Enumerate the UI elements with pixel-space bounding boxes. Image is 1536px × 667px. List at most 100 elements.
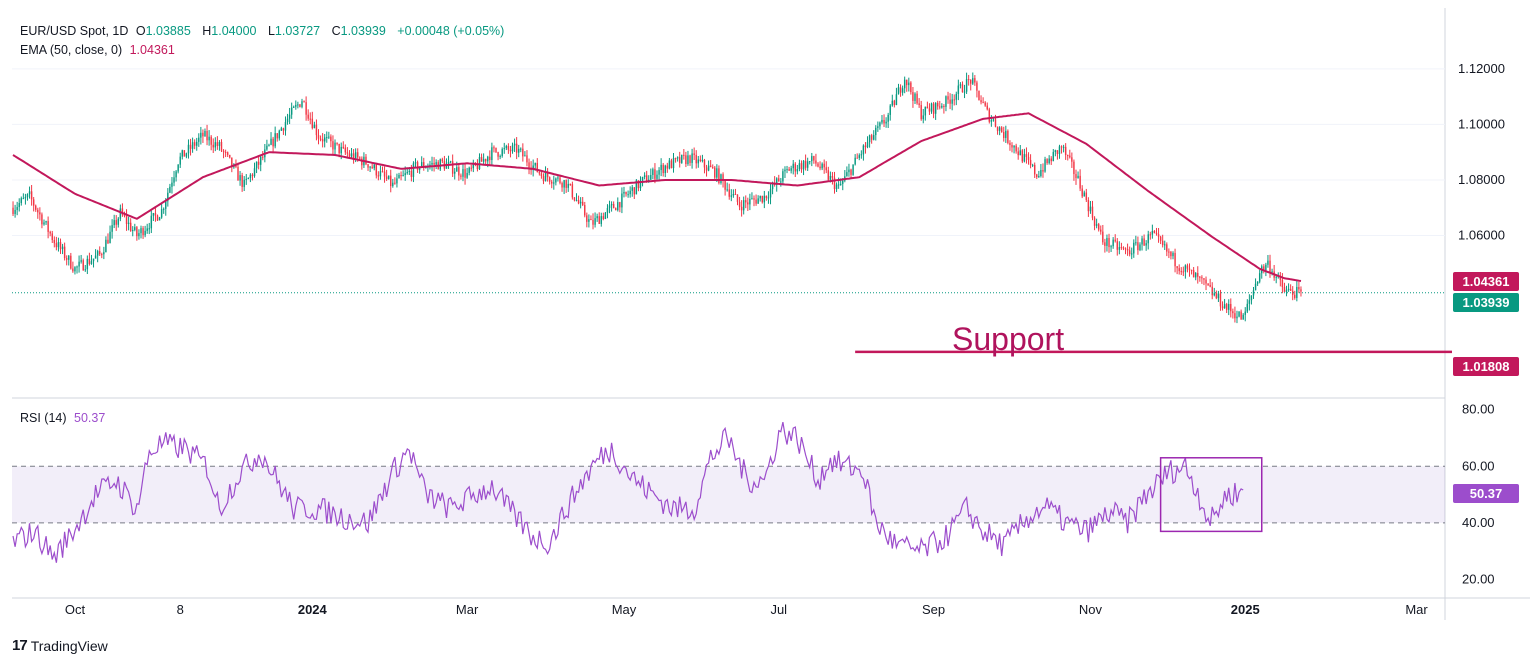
candle-body [229,154,231,158]
candle-body [1056,150,1059,155]
open-value: 1.03885 [145,24,191,38]
candle-body [1058,146,1061,155]
candle-body [664,165,666,174]
candle-body [1128,250,1131,255]
candle-body [641,176,644,181]
candle-body [482,159,485,162]
candle-body [259,156,262,165]
open-label: O [135,24,146,38]
candle-body [1217,293,1220,299]
candle-body [266,145,268,150]
candle-body [239,175,241,181]
candle-body [1046,159,1048,164]
candle-body [780,181,782,183]
candle-body [936,102,939,107]
candle-body [1205,279,1207,284]
candle-body [196,141,198,146]
candle-body [1085,192,1088,201]
candle-body [129,222,132,231]
candle-body [321,139,324,142]
candle-body [1081,188,1083,197]
candle-body [617,202,619,211]
candle-body [1073,161,1075,175]
candle-body [1137,242,1139,251]
candle-body [1211,286,1213,296]
candle-body [1168,251,1170,253]
tradingview-logo[interactable]: 17 TradingView [12,637,108,654]
candle-body [548,177,551,182]
time-tick-label: May [612,602,637,617]
ema-legend: EMA (50, close, 0) 1.04361 [20,43,179,57]
candle-body [612,204,615,209]
candle-body [22,198,25,200]
candle-body [645,175,648,183]
candle-body [262,156,264,158]
candle-body [1184,265,1187,272]
candle-body [218,141,221,146]
candle-body [369,166,371,168]
candle-body [224,152,227,154]
candle-body [1017,151,1019,156]
candle-body [1254,283,1257,291]
candle-body [970,79,972,84]
candle-body [1157,234,1160,237]
candle-body [394,182,396,184]
candle-body [606,208,609,213]
candle-body [1194,273,1197,278]
candle-body [274,133,276,147]
candle-body [592,219,594,225]
candle-body [359,157,361,159]
candle-body [117,218,120,225]
candle-body [532,165,534,171]
close-value: 1.03939 [340,24,386,38]
candle-body [1240,311,1242,320]
candle-body [115,220,117,225]
candle-body [765,195,768,198]
candle-body [493,147,495,149]
candle-body [1079,175,1081,189]
candle-body [1139,244,1141,251]
candle-body [986,105,988,110]
grid-lines [12,8,1530,620]
ema-value: 1.04361 [129,43,175,57]
candle-body [1207,283,1209,286]
candle-body [249,174,252,179]
candle-body [1124,248,1127,250]
candle-body [268,144,270,146]
candle-body [551,181,553,184]
candle-body [610,204,613,206]
candle-body [346,152,349,154]
candle-body [643,175,646,177]
candle-body [1083,192,1085,197]
candle-body [377,175,380,177]
candle-body [255,161,258,169]
candle-body [751,198,753,200]
candle-body [127,222,130,224]
rsi-tick-label: 60.00 [1462,458,1495,473]
candle-body [749,198,751,205]
candle-body [191,142,194,149]
candle-body [315,124,318,136]
candle-body [825,167,827,171]
candle-body [309,118,311,120]
candle-body [939,106,941,108]
candle-body [1038,176,1040,178]
candle-body [920,105,922,120]
candle-body [800,163,803,170]
candle-body [747,202,749,205]
candle-body [823,163,825,168]
price-tick-label: 1.12000 [1458,61,1505,76]
candle-body [420,162,423,167]
candle-body [505,146,508,149]
candle-body [683,154,685,156]
candle-body [916,93,918,104]
candle-body [63,246,66,259]
candle-body [1294,294,1296,298]
candle-body [658,170,660,175]
rsi-highlight-box [1159,457,1263,533]
candle-body [113,220,115,226]
candle-body [625,191,627,195]
candle-body [251,174,254,177]
candle-body [817,163,819,167]
candle-body [412,163,415,177]
